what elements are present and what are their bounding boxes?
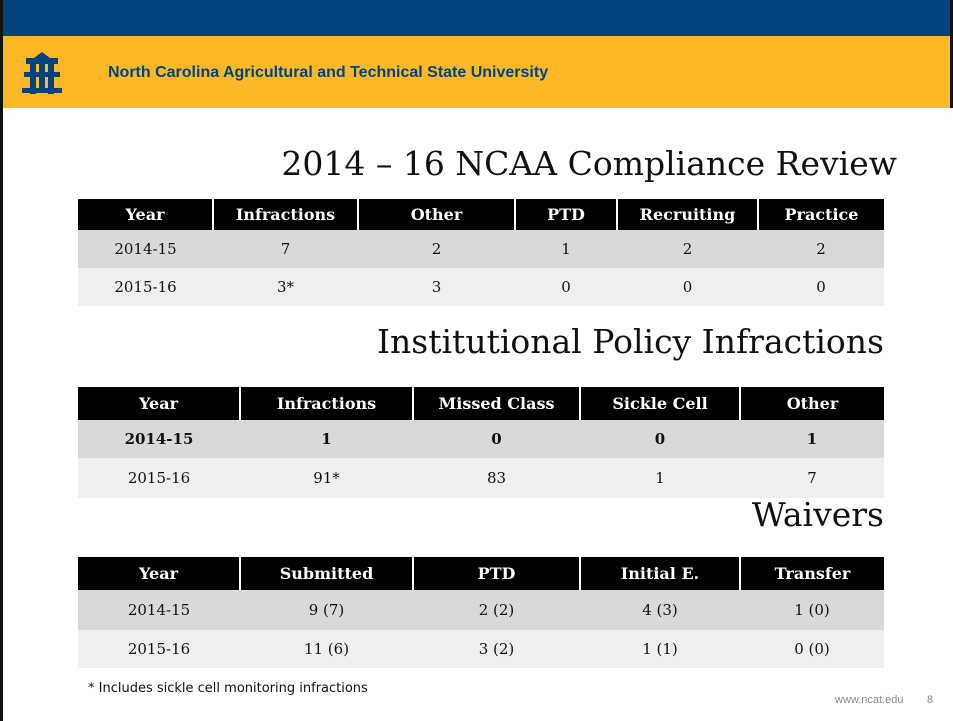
column-header: Recruiting [616,199,758,230]
table-row: 2015-16 3* 3 0 0 0 [78,268,884,306]
column-header: Other [739,387,884,420]
page-number: 8 [927,694,934,706]
table-cell: 2014-15 [78,230,213,268]
table-cell: 2014-15 [78,590,240,630]
section-title: 2014 – 16 NCAA Compliance Review [281,144,897,183]
header-row: Year Submitted PTD Initial E. Transfer [78,557,884,590]
column-header: Other [357,199,515,230]
column-header: Initial E. [579,557,740,590]
table: Year Infractions Other PTD Recruiting Practic… [78,199,884,306]
table: Year Infractions Missed Class Sickle Cell Ot… [78,387,884,498]
section-title: Institutional Policy Infractions [377,322,884,361]
table-cell: 1 [740,420,884,458]
table-cell: 0 [617,268,758,306]
table-cell: 4 (3) [580,590,740,630]
table-cell: 3 (2) [413,630,580,668]
logo [22,52,62,94]
table: Year Submitted PTD Initial E. Transfer 2014-1… [78,557,884,668]
column-header: Missed Class [412,387,580,420]
header-row: Year Infractions Other PTD Recruiting Practic… [78,199,884,230]
header-row: Year Infractions Missed Class Sickle Cell Ot… [78,387,884,420]
table-cell: 0 (0) [740,630,884,668]
table-row: 2014-15 1 0 0 1 [78,420,884,458]
table-cell: 1 (0) [740,590,884,630]
table-row: 2014-15 9 (7) 2 (2) 4 (3) 1 (0) [78,590,884,630]
column-header: Year [78,199,213,230]
table-cell: 7 [740,458,884,498]
table-cell: 2 (2) [413,590,580,630]
table-cell: 11 (6) [240,630,413,668]
footnote: * Includes sickle cell monitoring infrac… [88,681,368,696]
table-cell: 0 [413,420,580,458]
border [0,0,3,721]
table-cell: 2015-16 [78,268,213,306]
table-cell: 3* [213,268,358,306]
table-cell: 91* [240,458,413,498]
table-cell: 2015-16 [78,630,240,668]
column-header: Year [78,557,240,590]
column-header: Sickle Cell [579,387,740,420]
top-bar [0,0,953,36]
table-cell: 1 [240,420,413,458]
table-cell: 2 [617,230,758,268]
table-row: 2015-16 91* 83 1 7 [78,458,884,498]
table-cell: 0 [758,268,884,306]
table-cell: 1 [580,458,740,498]
table-cell: 2 [358,230,515,268]
table-cell: 2 [758,230,884,268]
table-cell: 1 (1) [580,630,740,668]
table-cell: 0 [580,420,740,458]
gold-bar [0,36,953,108]
table-cell: 3 [358,268,515,306]
university-name: North Carolina Agricultural and Technica… [108,64,549,81]
column-header: PTD [412,557,580,590]
table-cell: 7 [213,230,358,268]
column-header: Practice [757,199,884,230]
column-header: Transfer [739,557,884,590]
column-header: Infractions [212,199,358,230]
section-title: Waivers [751,495,884,534]
table-row: 2015-16 11 (6) 3 (2) 1 (1) 0 (0) [78,630,884,668]
table-cell: 83 [413,458,580,498]
footer-url: www.ncat.edu [835,694,904,706]
column-header: PTD [514,199,617,230]
column-header: Year [78,387,240,420]
table-row: 2014-15 7 2 1 2 2 [78,230,884,268]
table-cell: 2015-16 [78,458,240,498]
table-cell: 2014-15 [78,420,240,458]
table-cell: 0 [515,268,617,306]
column-header: Submitted [239,557,413,590]
border [950,0,953,108]
table-cell: 9 (7) [240,590,413,630]
table-cell: 1 [515,230,617,268]
column-header: Infractions [239,387,413,420]
